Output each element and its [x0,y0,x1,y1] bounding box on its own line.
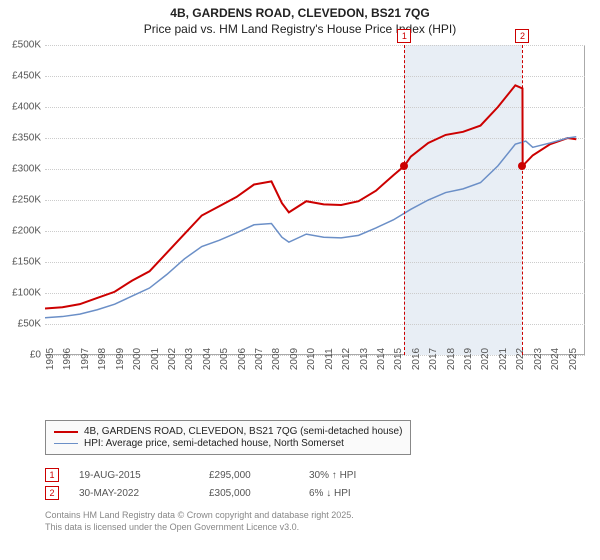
sale-price: £295,000 [209,470,309,481]
y-tick-label: £400K [12,102,41,113]
title-subtitle: Price paid vs. HM Land Registry's House … [0,22,600,36]
sale-diff: 6% ↓ HPI [309,488,429,499]
sale-diff: 30% ↑ HPI [309,470,429,481]
sale-date: 19-AUG-2015 [79,470,209,481]
sale-vline [522,45,523,355]
y-tick-label: £100K [12,288,41,299]
sale-marker-box: 2 [515,29,529,43]
sale-row-marker: 1 [45,468,59,482]
legend-swatch [54,443,78,444]
y-tick-label: £150K [12,257,41,268]
chart-container: 4B, GARDENS ROAD, CLEVEDON, BS21 7QG Pri… [0,0,600,560]
y-tick-label: £500K [12,40,41,51]
footer-line1: Contains HM Land Registry data © Crown c… [45,510,354,522]
y-tick-label: £0 [30,350,41,361]
footer-line2: This data is licensed under the Open Gov… [45,522,354,534]
sale-marker-box: 1 [397,29,411,43]
legend-item: HPI: Average price, semi-detached house,… [54,438,402,449]
legend: 4B, GARDENS ROAD, CLEVEDON, BS21 7QG (se… [45,420,411,455]
legend-label: 4B, GARDENS ROAD, CLEVEDON, BS21 7QG (se… [84,426,402,437]
sale-dot [518,162,526,170]
legend-swatch [54,431,78,433]
chart-plot: 12 1995199619971998199920002001200220032… [45,45,585,375]
y-tick-label: £300K [12,164,41,175]
sale-row-marker: 2 [45,486,59,500]
series-hpi [45,137,576,318]
legend-item: 4B, GARDENS ROAD, CLEVEDON, BS21 7QG (se… [54,426,402,437]
y-tick-label: £50K [18,319,41,330]
plot-area: 12 [45,45,585,355]
y-tick-label: £250K [12,195,41,206]
legend-label: HPI: Average price, semi-detached house,… [84,438,344,449]
sale-price: £305,000 [209,488,309,499]
y-tick-label: £350K [12,133,41,144]
sale-row: 1 19-AUG-2015£295,00030% ↑ HPI [45,466,429,484]
series-property [45,85,576,308]
sale-row: 2 30-MAY-2022£305,0006% ↓ HPI [45,484,429,502]
sale-vline [404,45,405,355]
line-svg [45,45,585,355]
y-tick-label: £200K [12,226,41,237]
y-tick-label: £450K [12,71,41,82]
footer-attribution: Contains HM Land Registry data © Crown c… [45,510,354,533]
sale-dot [400,162,408,170]
title-address: 4B, GARDENS ROAD, CLEVEDON, BS21 7QG [0,6,600,20]
sale-date: 30-MAY-2022 [79,488,209,499]
title-area: 4B, GARDENS ROAD, CLEVEDON, BS21 7QG Pri… [0,0,600,36]
sales-table: 1 19-AUG-2015£295,00030% ↑ HPI 2 30-MAY-202… [45,466,429,502]
